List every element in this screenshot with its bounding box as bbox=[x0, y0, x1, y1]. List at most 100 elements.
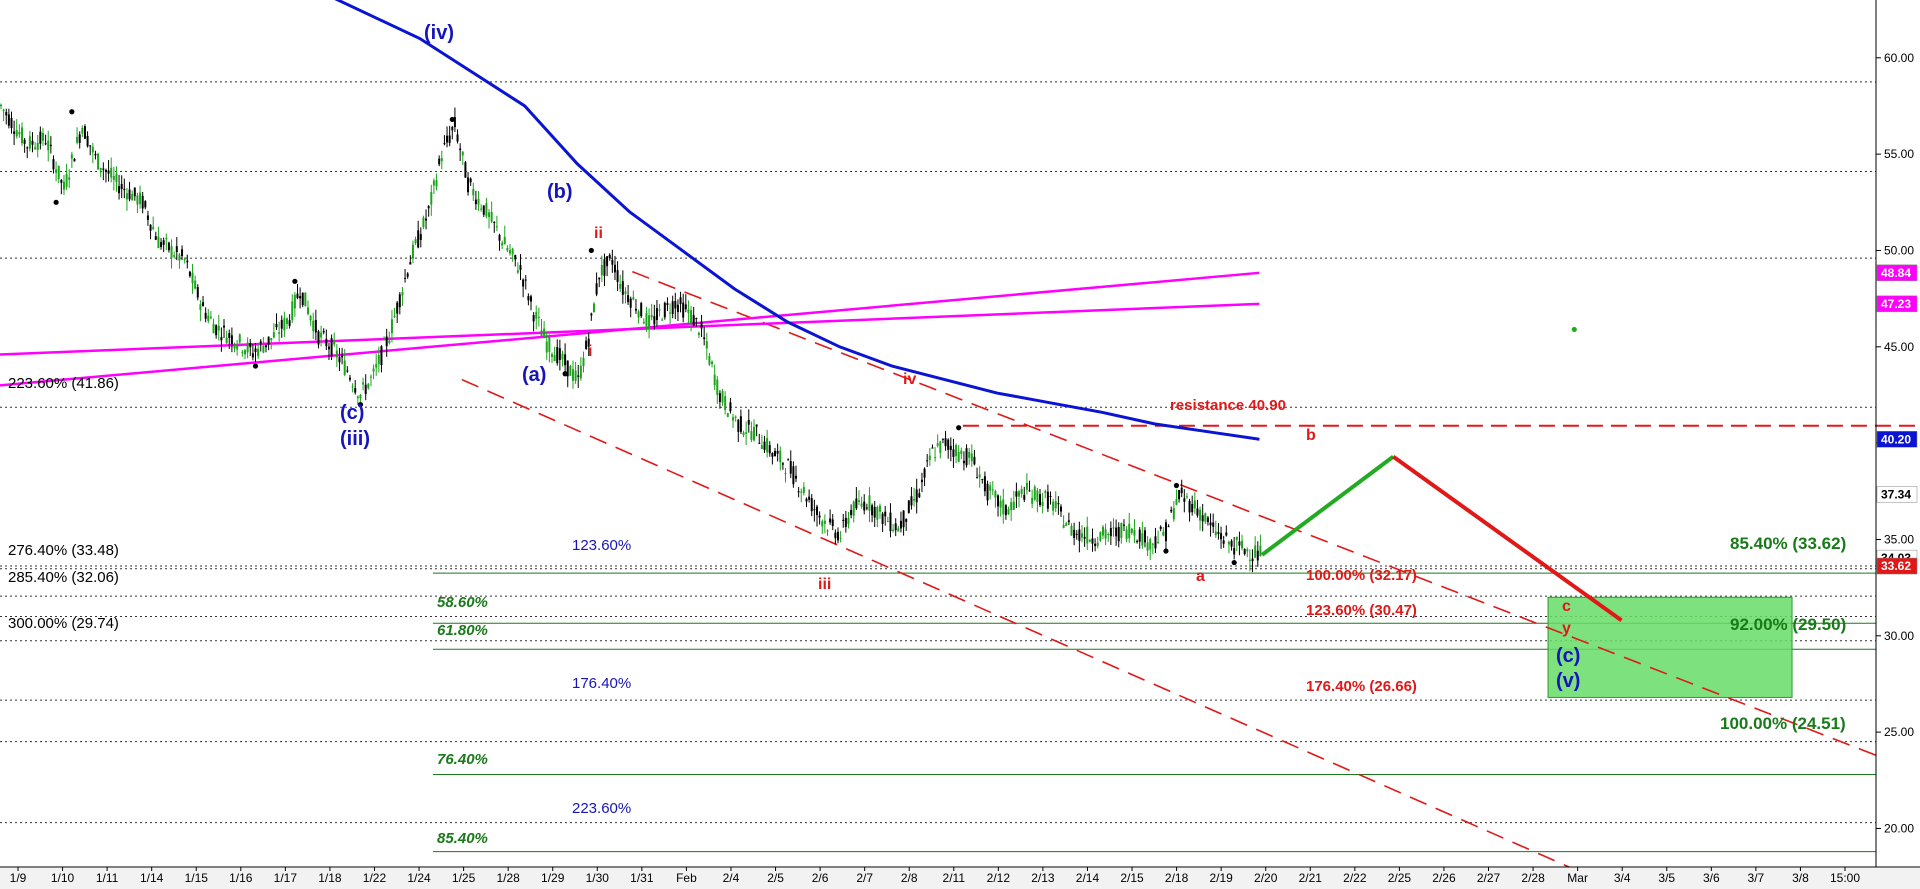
candle-body-231 bbox=[606, 256, 609, 267]
candle-body-415 bbox=[1088, 540, 1091, 542]
price-tag-5: 33.62 bbox=[1881, 559, 1911, 573]
swing-dot-3 bbox=[292, 278, 298, 284]
candle-body-183 bbox=[480, 208, 483, 210]
candle-body-426 bbox=[1117, 526, 1120, 542]
candle-body-63 bbox=[165, 237, 168, 240]
candle-body-312 bbox=[818, 515, 821, 518]
candle-body-355 bbox=[931, 447, 934, 449]
x-tick-label-38: 3/6 bbox=[1703, 871, 1720, 885]
candle-body-220 bbox=[577, 375, 580, 377]
x-tick-label-29: 2/21 bbox=[1299, 871, 1323, 885]
y-tick-label-0: 60.00 bbox=[1884, 51, 1914, 65]
candle-body-219 bbox=[574, 370, 577, 381]
candle-body-188 bbox=[493, 221, 496, 223]
candle-body-110 bbox=[288, 320, 291, 326]
candle-body-345 bbox=[905, 518, 908, 522]
candle-body-205 bbox=[537, 316, 540, 318]
candle-body-440 bbox=[1154, 536, 1157, 549]
candle-body-320 bbox=[839, 537, 842, 539]
candle-body-174 bbox=[456, 134, 459, 142]
candle-body-153 bbox=[401, 291, 404, 296]
candle-body-354 bbox=[928, 455, 931, 460]
candle-body-144 bbox=[377, 355, 380, 365]
candle-body-385 bbox=[1010, 502, 1013, 511]
candle-body-119 bbox=[312, 320, 315, 332]
candle-body-201 bbox=[527, 295, 530, 301]
x-tick-label-9: 1/24 bbox=[407, 871, 431, 885]
candle-body-145 bbox=[380, 346, 383, 366]
y-tick-label-5: 35.00 bbox=[1884, 532, 1914, 546]
candle-body-230 bbox=[603, 259, 606, 276]
candle-body-132 bbox=[346, 370, 349, 372]
wave-iv-major: (iv) bbox=[424, 22, 454, 44]
y-tick-label-8: 20.00 bbox=[1884, 821, 1914, 835]
candle-body-273 bbox=[716, 379, 719, 396]
swing-dot-11 bbox=[1231, 559, 1237, 566]
candle-body-24 bbox=[62, 181, 65, 190]
candle-body-100 bbox=[262, 345, 265, 353]
candle-body-410 bbox=[1075, 533, 1078, 535]
candle-body-150 bbox=[393, 315, 396, 318]
candle-body-234 bbox=[613, 264, 616, 273]
candle-body-43 bbox=[112, 175, 115, 180]
price-tag-2: 40.20 bbox=[1881, 432, 1911, 446]
candle-body-235 bbox=[616, 270, 619, 283]
candle-body-202 bbox=[530, 296, 533, 302]
candle-body-161 bbox=[422, 217, 425, 228]
candle-body-447 bbox=[1172, 507, 1175, 520]
candle-body-245 bbox=[642, 321, 645, 324]
candle-body-44 bbox=[115, 173, 118, 183]
candle-body-370 bbox=[970, 453, 973, 462]
candle-body-373 bbox=[978, 474, 981, 478]
candle-body-254 bbox=[666, 303, 669, 306]
x-tick-label-11: 1/28 bbox=[496, 871, 520, 885]
x-tick-label-26: 2/18 bbox=[1165, 871, 1189, 885]
candle-body-189 bbox=[495, 226, 498, 228]
candle-body-72 bbox=[188, 271, 191, 277]
candle-body-194 bbox=[509, 250, 512, 254]
candle-body-71 bbox=[186, 260, 189, 263]
swing-dot-1 bbox=[53, 199, 59, 205]
x-tick-label-20: 2/8 bbox=[901, 871, 918, 885]
candle-body-381 bbox=[999, 500, 1002, 508]
candle-body-197 bbox=[516, 270, 519, 273]
candle-body-232 bbox=[608, 254, 611, 258]
x-tick-label-33: 2/27 bbox=[1477, 871, 1501, 885]
candle-body-154 bbox=[404, 277, 407, 279]
candle-body-215 bbox=[564, 354, 567, 366]
candle-body-306 bbox=[802, 486, 805, 493]
candle-body-97 bbox=[254, 348, 257, 352]
candle-body-253 bbox=[663, 302, 666, 318]
x-tick-label-34: 2/28 bbox=[1521, 871, 1545, 885]
candle-body-98 bbox=[257, 348, 260, 357]
candle-body-10 bbox=[26, 147, 29, 149]
x-tick-label-22: 2/12 bbox=[987, 871, 1011, 885]
candle-body-94 bbox=[246, 342, 249, 353]
candle-body-128 bbox=[335, 350, 338, 358]
candle-body-6 bbox=[15, 130, 18, 137]
candle-body-238 bbox=[624, 291, 627, 294]
candle-body-131 bbox=[343, 360, 346, 375]
candle-body-222 bbox=[582, 357, 585, 367]
swing-dots bbox=[53, 109, 1577, 566]
candle-body-173 bbox=[453, 117, 456, 128]
candle-body-4 bbox=[10, 118, 13, 128]
candle-body-463 bbox=[1214, 531, 1217, 536]
x-tick-label-18: 2/6 bbox=[812, 871, 829, 885]
candle-body-445 bbox=[1167, 526, 1170, 528]
candle-body-264 bbox=[692, 315, 695, 327]
candle-body-164 bbox=[430, 192, 433, 205]
x-axis-ticks: 1/9 1/10 1/11 1/14 1/15 1/16 1/17 1/18 1/22 1/24 1… bbox=[10, 867, 1860, 885]
candle-body-106 bbox=[278, 332, 281, 334]
candle-body-275 bbox=[721, 391, 724, 403]
candle-body-243 bbox=[637, 311, 640, 318]
candle-body-262 bbox=[687, 309, 690, 313]
candle-body-17 bbox=[44, 143, 47, 145]
candle-body-301 bbox=[789, 461, 792, 474]
candle-body-138 bbox=[362, 382, 365, 385]
candle-body-104 bbox=[272, 332, 275, 338]
candle-body-23 bbox=[60, 180, 63, 183]
candle-body-286 bbox=[750, 431, 753, 440]
candle-body-471 bbox=[1235, 536, 1238, 540]
